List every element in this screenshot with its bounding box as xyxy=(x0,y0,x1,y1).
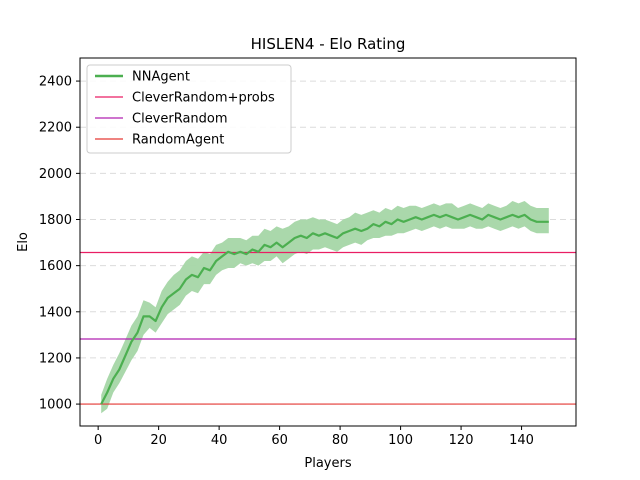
x-tick-label: 0 xyxy=(94,433,102,448)
x-axis-label: Players xyxy=(304,456,351,471)
confidence-band-layer xyxy=(101,201,549,414)
chart-title: HISLEN4 - Elo Rating xyxy=(251,35,406,53)
y-tick-label: 1600 xyxy=(39,259,72,274)
y-tick-label: 2400 xyxy=(39,75,72,90)
y-tick-label: 2000 xyxy=(39,167,72,182)
y-tick-label: 1000 xyxy=(39,398,72,413)
plot-frame xyxy=(79,57,577,427)
nnagent-confidence-band xyxy=(101,201,549,414)
y-tick-label: 2200 xyxy=(39,121,72,136)
nnagent-line xyxy=(100,213,549,405)
y-tick-label: 1200 xyxy=(39,351,72,366)
legend: NNAgent CleverRandom+probs CleverRandom Ran… xyxy=(86,64,292,154)
legend-label: RandomAgent xyxy=(132,133,224,148)
y-axis-label: Elo xyxy=(16,232,31,252)
x-tick-label: 80 xyxy=(332,433,349,448)
legend-label: CleverRandom xyxy=(132,112,228,127)
x-tick-label: 40 xyxy=(211,433,228,448)
y-tick-label: 1400 xyxy=(39,305,72,320)
legend-label: NNAgent xyxy=(132,70,190,85)
x-axis-ticks: 0 20 40 60 80 100 120 140 xyxy=(94,426,534,448)
x-tick-label: 100 xyxy=(388,433,413,448)
y-axis-ticks: 1000 1200 1400 1600 1800 2000 2200 2400 xyxy=(39,75,80,413)
x-tick-label: 60 xyxy=(271,433,288,448)
x-tick-label: 140 xyxy=(509,433,534,448)
legend-box xyxy=(86,64,292,154)
x-tick-label: 120 xyxy=(449,433,474,448)
y-tick-label: 1800 xyxy=(39,213,72,228)
legend-label: CleverRandom+probs xyxy=(132,91,275,106)
series-line-layer xyxy=(100,213,549,405)
x-tick-label: 20 xyxy=(150,433,167,448)
reference-lines-layer xyxy=(80,251,576,405)
